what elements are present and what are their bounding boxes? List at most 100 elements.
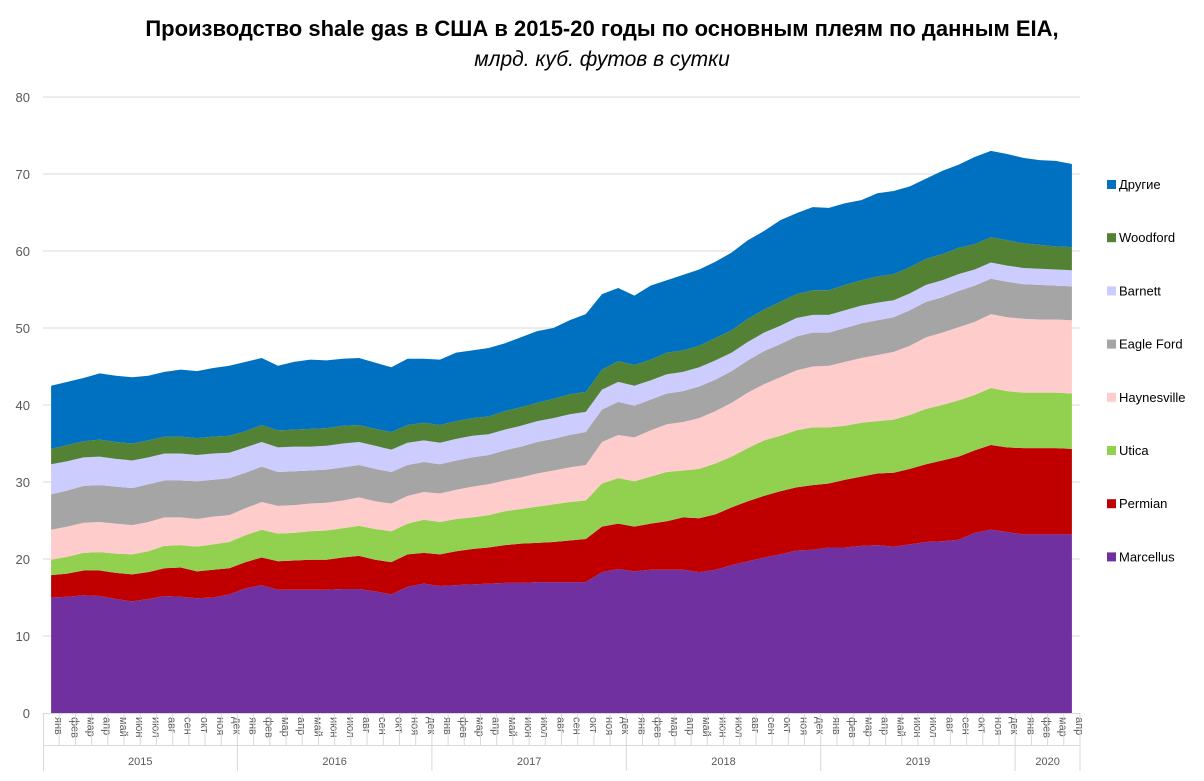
x-month-label: апр — [295, 717, 307, 735]
x-month-label: июн — [716, 717, 728, 737]
x-month-label: янв — [247, 717, 259, 735]
x-year-label: 2020 — [1035, 756, 1059, 768]
legend-swatch — [1107, 552, 1116, 562]
legend-label: Woodford — [1119, 230, 1175, 245]
x-month-label: апр — [101, 717, 113, 735]
chart-title: Производство shale gas в США в 2015-20 г… — [145, 16, 1059, 41]
chart-subtitle: млрд. куб. футов в сутки — [474, 48, 730, 71]
x-month-label: фев — [263, 717, 275, 738]
x-month-label: ноя — [409, 717, 421, 735]
x-month-label: май — [700, 717, 712, 737]
x-month-label: окт — [392, 717, 404, 733]
legend-swatch — [1107, 180, 1116, 189]
legend-item: Другие — [1107, 177, 1161, 192]
x-month-label: июн — [328, 717, 340, 737]
x-month-label: окт — [781, 717, 793, 733]
legend-item: Barnett — [1107, 283, 1161, 298]
x-month-label: июн — [911, 717, 923, 737]
x-month-label: авг — [943, 717, 955, 733]
y-tick-label: 70 — [16, 167, 30, 182]
x-month-label: янв — [52, 717, 64, 735]
x-month-label: ноя — [603, 717, 615, 735]
x-month-label: май — [117, 717, 129, 737]
y-tick-label: 10 — [16, 629, 30, 644]
x-year-label: 2019 — [906, 756, 930, 768]
legend-item: Haynesville — [1107, 390, 1185, 405]
x-month-label: авг — [166, 717, 178, 733]
x-month-label: июл — [733, 717, 745, 738]
legend-swatch — [1107, 233, 1116, 243]
x-month-label: апр — [878, 717, 890, 735]
y-tick-label: 0 — [23, 706, 30, 721]
x-month-label: фев — [1040, 717, 1052, 738]
x-month-label: ноя — [992, 717, 1004, 735]
legend-item: Woodford — [1107, 230, 1175, 245]
x-month-label: ноя — [797, 717, 809, 735]
legend-swatch — [1107, 339, 1116, 349]
x-month-label: окт — [976, 717, 988, 733]
y-tick-label: 80 — [16, 90, 30, 105]
area-marcellus — [51, 529, 1072, 713]
area-eagle-ford — [51, 278, 1072, 530]
x-month-label: дек — [425, 717, 437, 735]
legend-label: Haynesville — [1119, 390, 1185, 405]
area-barnett — [51, 262, 1072, 495]
area-другие — [51, 150, 1072, 449]
x-month-label: авг — [360, 717, 372, 733]
x-month-label: фев — [457, 717, 469, 738]
legend-swatch — [1107, 392, 1116, 402]
area-utica — [51, 388, 1072, 576]
x-month-label: авг — [749, 717, 761, 733]
x-month-label: окт — [587, 717, 599, 733]
x-axis: янв фев мар апр май июн июл авг сен окт ноя дек2015… — [43, 713, 1085, 771]
legend-label: Eagle Ford — [1119, 337, 1183, 352]
plot-areas — [51, 150, 1072, 713]
legend-label: Barnett — [1119, 283, 1161, 298]
legend: Другие Woodford Barnett Eagle Ford Haynesvil… — [1107, 177, 1185, 564]
y-tick-label: 40 — [16, 398, 30, 413]
legend-item: Marcellus — [1107, 549, 1175, 564]
x-month-label: мар — [85, 717, 97, 737]
x-month-label: сен — [376, 717, 388, 735]
x-month-label: мар — [668, 717, 680, 737]
area-woodford — [51, 237, 1072, 465]
legend-item: Eagle Ford — [1107, 337, 1183, 352]
x-month-label: дек — [230, 717, 242, 735]
x-month-label: янв — [441, 717, 453, 735]
y-tick-label: 20 — [16, 552, 30, 567]
x-month-label: апр — [1073, 717, 1085, 735]
x-month-label: ноя — [214, 717, 226, 735]
x-month-label: дек — [1008, 717, 1020, 735]
area-permian — [51, 445, 1072, 602]
legend-item: Utica — [1107, 443, 1149, 458]
x-month-label: мар — [473, 717, 485, 737]
x-month-label: июл — [927, 717, 939, 738]
x-month-label: мар — [279, 717, 291, 737]
x-month-label: мар — [862, 717, 874, 737]
legend-swatch — [1107, 499, 1116, 509]
area-haynesville — [51, 314, 1072, 560]
x-month-label: июл — [149, 717, 161, 738]
x-month-label: дек — [619, 717, 631, 735]
y-tick-label: 60 — [16, 244, 30, 259]
x-month-label: сен — [959, 717, 971, 735]
legend-label: Другие — [1119, 177, 1161, 192]
legend-swatch — [1107, 286, 1116, 296]
x-month-label: май — [506, 717, 518, 737]
y-tick-label: 50 — [16, 321, 30, 336]
x-month-label: май — [895, 717, 907, 737]
x-month-label: сен — [182, 717, 194, 735]
x-month-label: авг — [554, 717, 566, 733]
x-month-label: фев — [68, 717, 80, 738]
x-month-label: апр — [684, 717, 696, 735]
x-month-label: янв — [635, 717, 647, 735]
y-axis: 0 10 20 30 40 50 60 70 80 — [16, 90, 30, 721]
x-month-label: янв — [1024, 717, 1036, 735]
x-month-label: июл — [344, 717, 356, 738]
x-month-label: дек — [814, 717, 826, 735]
x-month-label: июн — [133, 717, 145, 737]
legend-label: Utica — [1119, 443, 1149, 458]
x-month-label: окт — [198, 717, 210, 733]
x-year-label: 2018 — [711, 756, 735, 768]
